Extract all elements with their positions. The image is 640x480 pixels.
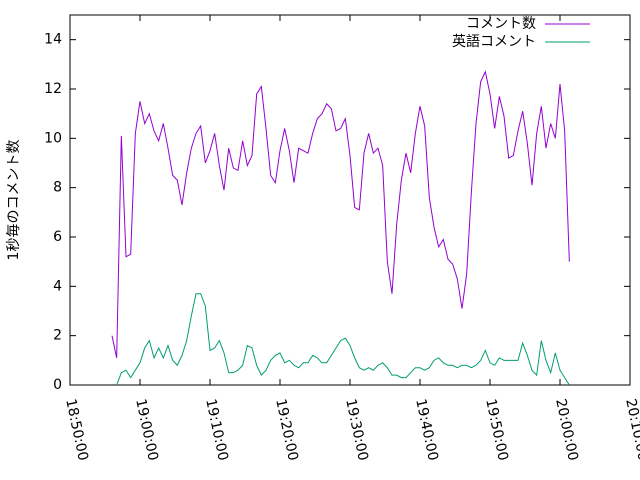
y-tick-label: 4 — [53, 278, 62, 294]
plot-frame — [69, 14, 631, 386]
series-line — [116, 293, 570, 386]
x-tick-label: 19:30:00 — [342, 397, 371, 462]
y-axis-label: 1秒毎のコメント数 — [6, 140, 22, 261]
x-tick-label: 19:50:00 — [482, 397, 511, 462]
y-tick-label: 10 — [44, 130, 62, 146]
x-tick-label: 19:00:00 — [132, 397, 161, 462]
x-tick-label: 20:00:00 — [552, 397, 581, 462]
y-tick-label: 8 — [53, 180, 62, 196]
y-tick-label: 14 — [44, 32, 62, 48]
x-tick-label: 19:40:00 — [412, 397, 441, 462]
x-tick-label: 19:10:00 — [202, 397, 231, 462]
series-line — [111, 70, 570, 358]
y-tick-label: 2 — [53, 328, 62, 344]
legend-label: コメント数 — [466, 16, 536, 32]
x-tick-label: 19:20:00 — [272, 397, 301, 462]
y-tick-label: 6 — [53, 229, 62, 245]
y-tick-label: 0 — [53, 377, 62, 393]
y-tick-label: 12 — [44, 81, 62, 97]
legend-label: 英語コメント — [452, 33, 536, 50]
x-tick-label: 18:50:00 — [62, 397, 91, 462]
x-tick-label: 20:10:00 — [622, 397, 640, 462]
